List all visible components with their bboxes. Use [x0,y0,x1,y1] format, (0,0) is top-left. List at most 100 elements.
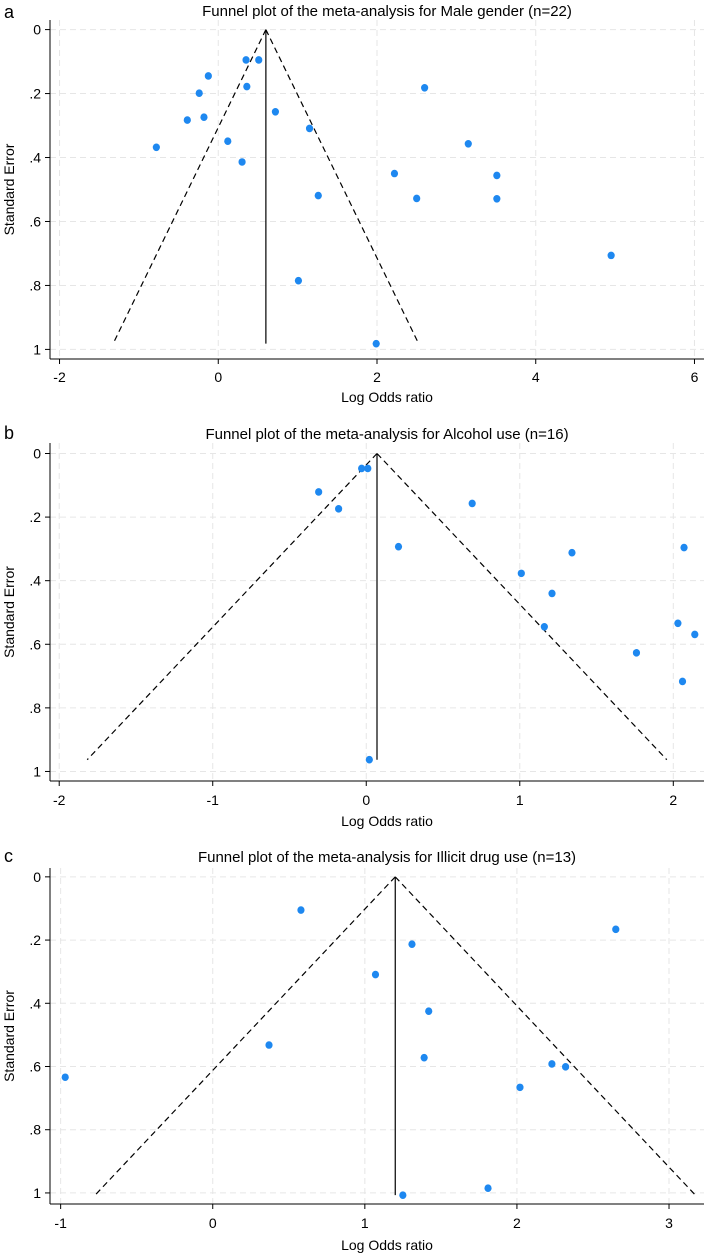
funnel-right-boundary [376,453,668,761]
x-tick-label: 6 [691,369,699,385]
study-point [204,72,212,80]
y-tick-label: 1 [33,341,41,357]
study-point [394,542,403,551]
study-point [371,970,380,979]
chart-title: Funnel plot of the meta-analysis for Alc… [205,426,568,443]
study-point [399,1191,407,1199]
x-axis-label: Log Odds ratio [341,813,433,829]
funnel-plot-panel-c: 0 .2 .4 .6 .8 1 -1 0 1 2 3 Funnel plot of the meta-… [1,846,704,1253]
study-point [516,1083,524,1092]
study-point [195,89,203,98]
y-tick-label: .2 [29,932,41,948]
study-point [540,622,548,631]
x-tick-label: -1 [207,792,220,808]
funnel-left-boundary [112,29,267,344]
y-axis-label: Standard Error [1,990,17,1082]
x-tick-label: 0 [214,369,222,385]
study-point [305,124,314,133]
study-point [674,619,682,628]
study-point [517,569,525,578]
y-tick-label: .4 [29,150,41,166]
study-point [242,56,250,64]
study-point [271,107,280,116]
x-axis-label: Log Odds ratio [341,1237,433,1253]
y-tick-label: 0 [33,445,41,461]
x-tick-label: 0 [362,792,370,808]
study-point [315,488,323,496]
x-tick-label: 4 [532,369,540,385]
funnel-plot-panel-a: 0 .2 .4 .6 .8 1 -2 0 2 4 6 Funnel plot of the meta-… [1,2,704,405]
y-tick-label: .4 [29,995,41,1011]
study-point [413,194,421,203]
study-point [200,113,208,122]
study-point [691,630,699,639]
funnel-right-boundary [265,29,420,344]
panel-letter: c [4,846,13,866]
study-point [183,116,191,124]
y-tick-label: 1 [33,1185,41,1201]
study-point [238,158,246,166]
study-point [408,940,416,948]
study-point [561,1063,570,1071]
x-tick-label: 3 [665,1215,673,1231]
study-point [265,1041,273,1049]
study-point [493,171,501,180]
study-point [612,925,620,934]
x-tick-label: 2 [373,369,381,385]
y-tick-label: .6 [29,1059,41,1075]
x-tick-label: -2 [53,369,66,385]
y-tick-label: 1 [33,763,41,779]
study-point [680,543,688,552]
chart-title: Funnel plot of the meta-analysis for Ill… [198,849,576,866]
y-axis-label: Standard Error [1,566,17,658]
x-axis-label: Log Odds ratio [341,389,433,405]
y-axis-label: Standard Error [1,143,17,235]
study-point [421,84,429,92]
y-tick-label: .8 [29,700,41,716]
study-point [678,677,687,686]
panel-letter: b [4,423,14,443]
study-point [548,1060,556,1068]
y-tick-label: .2 [29,509,41,525]
y-tick-label: .2 [29,86,41,102]
study-point [297,906,305,914]
funnel-left-boundary [86,453,378,761]
x-tick-label: 1 [361,1215,369,1231]
chart-title: Funnel plot of the meta-analysis for Mal… [202,3,572,20]
x-tick-label: 0 [209,1215,217,1231]
study-point [493,194,501,203]
y-tick-label: .6 [29,213,41,229]
study-point [61,1073,69,1082]
funnel-right-boundary [394,876,696,1196]
study-point [372,339,380,348]
study-point [358,464,366,473]
study-point [484,1184,492,1192]
x-tick-label: 2 [513,1215,521,1231]
y-tick-label: .8 [29,277,41,293]
study-point [314,191,322,200]
x-tick-label: -1 [54,1215,67,1231]
study-point [468,499,476,508]
study-point [364,464,372,473]
study-point [294,276,303,285]
x-tick-label: -2 [53,792,66,808]
study-point [425,1007,433,1015]
x-tick-label: 2 [669,792,677,808]
study-point [548,589,556,598]
study-point [365,755,373,764]
study-point [255,56,263,64]
panel-letter: a [4,2,15,22]
study-point [568,548,576,557]
study-point [224,137,232,146]
x-tick-label: 1 [516,792,524,808]
study-point [243,82,251,91]
y-tick-label: 0 [33,869,41,885]
study-point [607,251,615,260]
y-tick-label: .4 [29,573,41,589]
y-tick-label: .6 [29,636,41,652]
study-point [464,139,472,148]
study-point [152,143,160,152]
study-point [335,505,343,513]
study-point [420,1053,428,1062]
